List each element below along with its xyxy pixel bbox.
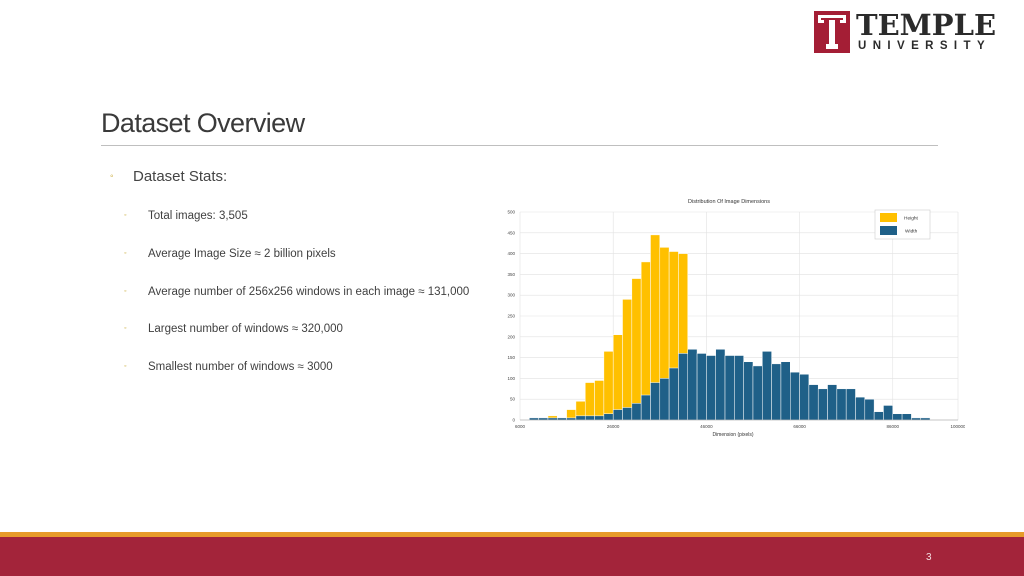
width-bar <box>799 373 810 421</box>
y-tick-label: 50 <box>510 397 516 402</box>
width-bar <box>612 409 623 421</box>
width-bar <box>557 417 567 421</box>
legend-swatch-width <box>880 226 897 235</box>
chart-title: Distribution Of Image Dimensions <box>688 199 770 205</box>
footer-bar <box>0 537 1024 576</box>
y-tick-label: 100 <box>507 376 515 381</box>
y-tick-label: 300 <box>507 293 515 298</box>
title-divider <box>101 145 938 146</box>
width-bar <box>603 413 614 421</box>
width-bar <box>715 349 726 421</box>
logo-wordmark-temple: TEMPLE <box>856 8 997 42</box>
y-tick-label: 350 <box>507 272 515 277</box>
temple-t-icon <box>814 11 850 53</box>
legend-label-width: Width <box>905 229 918 235</box>
height-bar <box>594 380 605 421</box>
width-bar <box>566 417 577 421</box>
circle-bullet-icon: ◦ <box>124 325 127 332</box>
y-tick-label: 500 <box>507 210 515 215</box>
height-bar <box>631 278 642 421</box>
x-tick-label: 86000 <box>887 424 900 429</box>
height-bar <box>584 382 595 421</box>
width-bar <box>734 355 744 421</box>
width-bar <box>743 361 754 421</box>
width-bar <box>538 417 549 421</box>
y-tick-label: 0 <box>512 418 515 423</box>
width-bar <box>752 365 763 421</box>
height-bar <box>612 334 623 421</box>
height-bar <box>622 299 633 421</box>
dimension-histogram-chart: Distribution Of Image Dimensions 0 50 100 1… <box>507 199 965 438</box>
width-bar <box>780 361 791 421</box>
stat-item-text: Smallest number of windows ≈ 3000 <box>148 361 333 373</box>
width-bar <box>873 411 884 421</box>
chart-legend: Height Width <box>874 209 931 240</box>
width-bar <box>529 417 539 421</box>
width-bar <box>836 388 847 421</box>
width-bar <box>911 417 921 421</box>
circle-bullet-icon: ◦ <box>124 250 127 257</box>
x-tick-label: 66000 <box>793 424 806 429</box>
width-bar <box>817 388 828 421</box>
width-bar <box>845 388 856 421</box>
circle-bullet-icon: ◦ <box>124 288 127 295</box>
width-bar <box>650 382 661 421</box>
width-bar <box>668 367 679 421</box>
width-bar <box>640 394 651 421</box>
width-bar <box>547 417 558 421</box>
width-bar <box>762 351 772 421</box>
width-bar <box>706 355 716 421</box>
width-bar <box>678 353 688 421</box>
stat-item-text: Average Image Size ≈ 2 billion pixels <box>148 248 336 260</box>
y-tick-label: 400 <box>507 251 515 256</box>
height-bar <box>603 351 614 421</box>
stat-item-text: Total images: 3,505 <box>148 210 248 222</box>
stat-item-text: Average number of 256x256 windows in eac… <box>148 286 470 298</box>
logo-wordmark-university: UNIVERSITY <box>858 40 992 52</box>
y-tick-label: 450 <box>507 230 515 235</box>
temple-university-logo: TEMPLE UNIVERSITY <box>814 8 1002 55</box>
width-bar <box>687 349 698 421</box>
x-tick-label: 46000 <box>700 424 713 429</box>
width-bar <box>631 403 642 421</box>
width-bar <box>864 398 875 421</box>
x-tick-label: 26000 <box>607 424 620 429</box>
width-bar <box>855 396 866 421</box>
footer-gold-stripe <box>0 532 1024 537</box>
y-tick-label: 250 <box>507 314 515 319</box>
circle-bullet-icon: ◦ <box>110 171 114 182</box>
width-bar <box>920 417 931 421</box>
width-bar <box>696 353 707 421</box>
slide-title: Dataset Overview <box>101 108 305 138</box>
width-bar <box>901 413 912 421</box>
width-bar <box>790 371 800 421</box>
width-bar <box>622 407 633 421</box>
width-bar <box>771 363 782 421</box>
width-bar <box>724 355 735 421</box>
temple-t-icon-svg <box>814 11 850 53</box>
x-tick-label: 100000 <box>950 424 965 429</box>
width-bar <box>659 378 670 421</box>
width-bar <box>808 384 819 421</box>
legend-swatch-height <box>880 213 897 222</box>
width-bar <box>575 415 586 421</box>
width-bar <box>892 413 903 421</box>
dataset-stats-label: Dataset Stats: <box>133 168 228 185</box>
circle-bullet-icon: ◦ <box>124 212 127 219</box>
width-bar <box>594 415 605 421</box>
y-tick-label: 150 <box>507 355 515 360</box>
width-bar <box>584 415 595 421</box>
x-tick-label: 6000 <box>515 424 526 429</box>
page-number: 3 <box>926 552 932 563</box>
stat-item-text: Largest number of windows ≈ 320,000 <box>148 323 343 335</box>
circle-bullet-icon: ◦ <box>124 363 127 370</box>
x-axis-label: Dimension (pixels) <box>712 432 753 438</box>
width-bar <box>883 405 894 421</box>
legend-label-height: Height <box>904 216 919 222</box>
width-bar <box>827 384 838 421</box>
y-tick-label: 200 <box>507 334 515 339</box>
